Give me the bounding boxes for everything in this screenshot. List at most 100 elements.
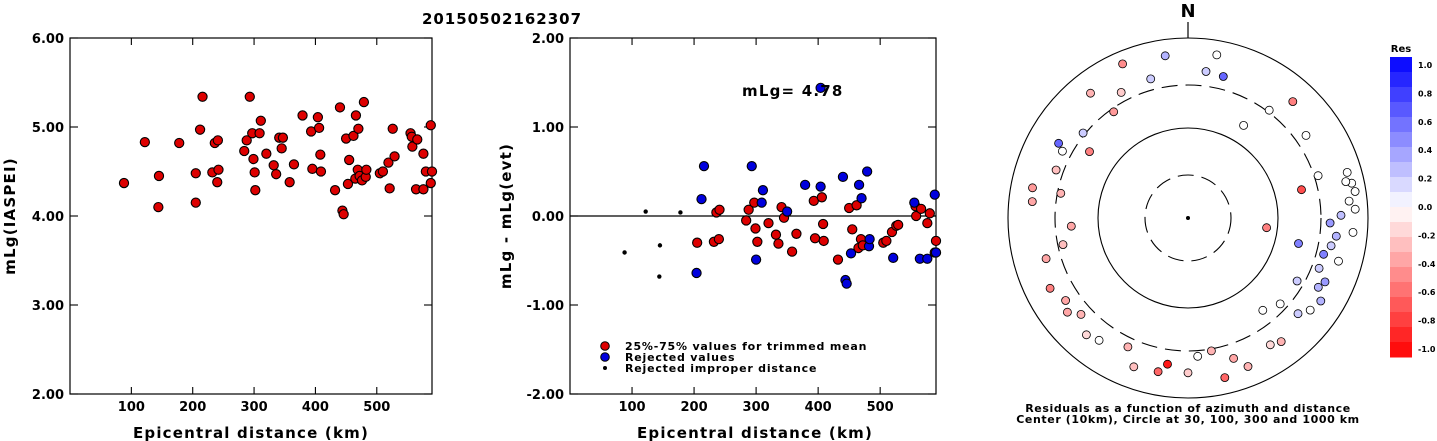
colorbar-cell [1390,312,1412,328]
chart0-xtick-label: 200 [179,400,206,415]
colorbar-tick-label: 0.4 [1418,146,1433,155]
station-marker [1265,340,1275,350]
chart1-point-rejected [853,179,865,190]
chart0-point [338,209,349,220]
station-marker [1123,342,1133,352]
north-label: N [1180,1,1195,22]
station-marker [1027,197,1037,207]
chart1-point-improper [643,209,648,214]
station-marker [1239,121,1248,130]
chart1-point-rejected [929,189,940,200]
station-marker [1061,296,1070,305]
chart1-point [791,228,802,239]
colorbar-cell [1390,102,1412,118]
colorbar-cell [1390,132,1412,148]
station-marker [1264,105,1274,115]
station-marker [1082,330,1091,340]
chart0-point [418,184,429,195]
station-marker [1146,74,1156,84]
chart0-point [344,154,355,166]
chart1-point [750,223,761,234]
chart0-point [312,112,324,123]
chart0-point [250,185,261,196]
station-marker [1334,256,1343,266]
chart1-ytick-label: 0.00 [532,210,564,225]
chart-left: 100 200 300 400 500 2.00 3.00 4.00 5.00 6.00 Epic… [1,32,438,441]
chart0-point [358,96,370,108]
chart0-point [426,166,438,177]
ring-outer [1007,37,1369,399]
legend-label: 25%-75% values for trimmed mean [625,340,867,353]
chart1-point [910,210,922,222]
station-marker [1218,72,1228,81]
chart0-point [342,178,354,190]
chart0-xtick-label: 400 [302,400,329,415]
station-marker [1058,146,1067,156]
chart0-ytick-label: 3.00 [32,299,64,314]
chart0-point [412,134,423,145]
chart1-xtick-label: 200 [680,400,707,415]
chart0-point [425,120,436,131]
chart0-point [387,123,398,134]
chart0-point [139,136,151,148]
station-marker [1344,196,1354,206]
station-marker [1336,210,1346,220]
colorbar-tick-label: -0.6 [1418,288,1436,297]
chart1-point [930,235,942,247]
chart1-point [743,204,754,215]
chart0-point [288,159,300,170]
chart1-point [817,218,829,230]
chart1-point-rejected [864,233,875,245]
station-marker [1078,128,1088,138]
chart0-point [313,122,325,134]
colorbar-cell [1390,252,1412,268]
chart0-point [329,185,341,196]
center-dot [1186,216,1190,220]
colorbar-cell [1390,222,1412,238]
station-marker [1058,240,1068,250]
chart1-point-improper [678,210,683,215]
colorbar-tick-label: 1.0 [1418,61,1433,70]
chart0-point [271,169,282,180]
station-marker [1325,218,1335,228]
chart0-point [249,167,260,178]
station-marker [1341,177,1351,187]
station-marker [1201,67,1211,76]
chart0-point [190,197,201,208]
colorbar-cell [1390,147,1412,163]
station-marker [1229,353,1238,363]
station-marker [1348,227,1358,237]
chart1-point-improper [622,250,627,255]
chart1-point-rejected [698,161,710,172]
legend-label: Rejected values [625,351,735,364]
chart0-point [377,166,389,177]
chart1-point [847,224,858,235]
chart0-point [284,177,295,188]
colorbar-cell [1390,327,1412,343]
chart1-point [816,192,828,203]
chart0-point [350,110,362,121]
chart0-xtick-label: 100 [118,400,145,415]
chart-middle-annotation: mLg= 4.78 [742,82,844,100]
chart1-point-rejected [837,171,849,182]
colorbar-cell [1390,162,1412,178]
station-marker [1258,305,1268,315]
legend-label: Rejected improper distance [625,362,817,375]
station-marker [1051,165,1061,175]
chart0-ytick-label: 2.00 [32,388,64,403]
chart1-point-rejected [841,278,852,289]
legend-marker-trimmed [600,341,610,351]
chart0-ytick-label: 4.00 [32,210,64,225]
station-marker [1056,188,1066,198]
chart1-point-rejected [856,193,867,204]
chart-middle-xlabel: Epicentral distance (km) [637,424,873,441]
colorbar-cell [1390,237,1412,253]
chart0-point [255,115,266,126]
chart1-point [881,235,892,247]
station-marker [1220,373,1230,383]
station-marker [1109,107,1119,117]
chart1-point-rejected [746,161,757,172]
station-marker [1207,346,1216,356]
chart1-point-rejected [691,267,702,279]
